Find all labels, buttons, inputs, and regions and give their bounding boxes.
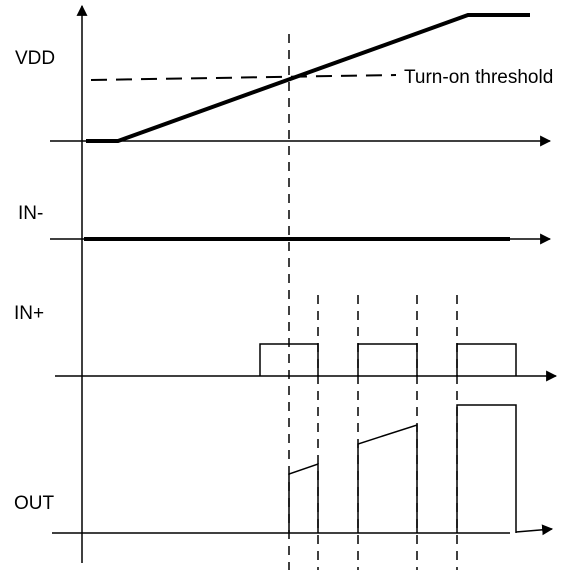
in-plus-pulse-2 [357,343,418,376]
in-plus-pulse-1 [259,343,319,376]
out-pulse-3 [456,404,517,533]
out-label: OUT [14,493,55,514]
in-plus-pulse-3 [456,343,517,376]
out-pulse-2 [357,423,418,533]
in-plus-label: IN+ [14,303,44,324]
threshold-line [90,74,397,81]
in-minus-label: IN- [18,203,43,224]
out-axis-tail [515,524,554,536]
vdd-waveform [86,13,530,143]
out-pulse-1 [288,462,319,533]
vdd-label: VDD [15,48,55,69]
threshold-label: Turn-on threshold [404,67,553,88]
